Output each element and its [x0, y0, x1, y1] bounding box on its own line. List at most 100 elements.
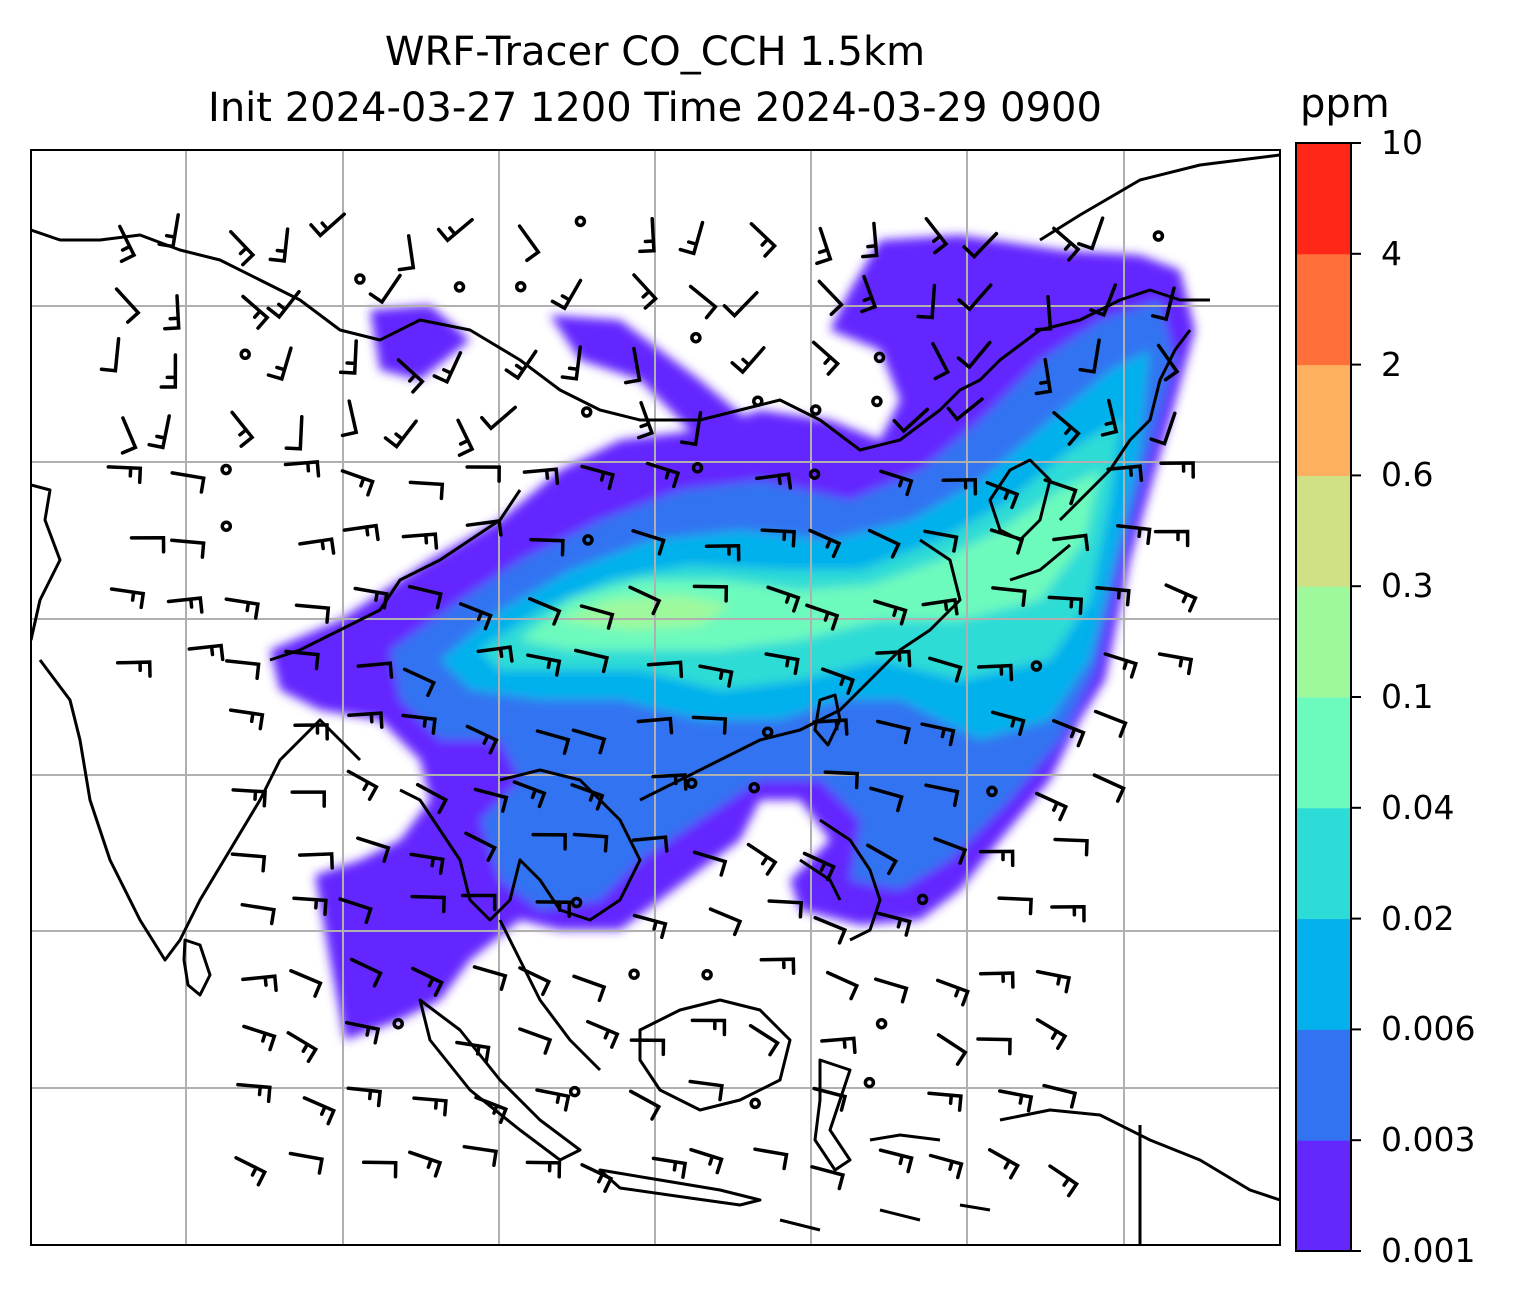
wind-barb — [877, 911, 912, 937]
wind-barb — [873, 977, 909, 1004]
wind-barb — [722, 290, 759, 319]
wind-barb — [987, 1148, 1020, 1180]
wind-barb — [708, 907, 743, 937]
wind-barb — [1100, 398, 1119, 437]
wind-barb — [356, 661, 394, 679]
wind-barb — [1095, 586, 1131, 607]
wind-barb — [476, 645, 514, 663]
wind-barb — [825, 970, 860, 1001]
wind-barb — [811, 340, 841, 376]
wind-barb — [109, 587, 146, 610]
wind-barb — [805, 603, 840, 631]
wind-calm-marker — [690, 331, 702, 344]
wind-barb — [288, 1151, 324, 1175]
wind-barb — [230, 410, 255, 448]
wind-barb — [115, 660, 152, 678]
wind-barb — [347, 711, 384, 729]
wind-barb — [645, 461, 681, 489]
wind-barb — [129, 536, 166, 554]
wind-barb — [931, 341, 951, 381]
wind-barb — [746, 842, 778, 876]
wind-barb — [875, 649, 912, 668]
wind-barb — [1078, 338, 1101, 374]
wind-barb — [266, 346, 293, 382]
wind-barb — [978, 971, 1015, 989]
wind-barb — [921, 597, 959, 616]
colorbar-tick-label: 10 — [1381, 123, 1423, 162]
wind-barb — [962, 231, 999, 260]
malay-peninsula — [498, 919, 602, 1072]
wind-barb — [1034, 357, 1053, 396]
wind-barb — [997, 896, 1033, 916]
wind-barb — [512, 780, 547, 809]
wind-barb — [586, 1019, 620, 1049]
wind-barb — [529, 537, 565, 557]
wind-barb — [1157, 652, 1194, 676]
wind-calm-marker — [875, 1017, 888, 1030]
wind-barb — [628, 585, 662, 616]
wind-calm-marker — [354, 273, 366, 285]
wind-barb — [1116, 524, 1152, 546]
new-guinea — [999, 1108, 1280, 1245]
wind-barb — [1156, 343, 1180, 382]
wind-barb — [120, 416, 138, 455]
wind-barb — [106, 465, 143, 485]
wind-barb — [229, 230, 256, 267]
wind-barb — [550, 278, 583, 311]
china-north-border — [31, 228, 1210, 452]
wind-barb — [815, 226, 833, 266]
wind-calm-marker — [863, 1076, 876, 1089]
wind-barb — [410, 894, 446, 914]
wind-barb — [632, 273, 659, 310]
wind-calm-marker — [1152, 230, 1165, 242]
wind-barb — [1034, 295, 1053, 332]
wind-barb — [535, 900, 572, 918]
wind-barb — [823, 770, 860, 790]
wind-barb — [631, 529, 666, 556]
wind-barb — [480, 405, 517, 431]
wind-barb — [572, 974, 607, 1003]
wind-barb — [646, 660, 684, 679]
wind-barb — [688, 1079, 724, 1102]
wind-barb — [1052, 533, 1090, 552]
wind-barb — [241, 294, 270, 330]
wind-barb — [361, 1160, 398, 1179]
wind-barb — [224, 597, 260, 620]
wind-barb — [1052, 226, 1081, 262]
colorbar-tick-label: 4 — [1381, 233, 1402, 273]
wind-barb — [560, 345, 583, 381]
wind-barb — [340, 399, 359, 438]
wind-barb — [753, 1147, 789, 1171]
wind-barb — [936, 1033, 968, 1066]
wind-barb — [638, 216, 656, 254]
wind-calm-marker — [568, 1085, 581, 1098]
wind-barb — [289, 969, 323, 998]
wind-calm-marker — [392, 1017, 404, 1030]
wind-barb — [1103, 652, 1138, 679]
wind-barb — [147, 414, 171, 450]
wind-barb — [572, 832, 609, 853]
wind-barb — [802, 851, 836, 882]
colorbar-segment — [1296, 253, 1351, 366]
wind-barb — [817, 279, 844, 317]
wind-barb — [266, 289, 301, 320]
wind-barb — [464, 831, 497, 862]
wind-barb — [869, 786, 904, 813]
colorbar-tick-label: 0.04 — [1381, 787, 1455, 827]
wind-barb — [157, 213, 180, 249]
map-frame — [30, 149, 1281, 1246]
wind-barb — [861, 221, 879, 259]
wind-barb — [698, 664, 734, 688]
colorbar-segment — [1296, 1140, 1351, 1252]
colorbar-tick-label: 0.001 — [1381, 1231, 1476, 1270]
wind-barb — [813, 916, 848, 945]
wind-barb — [268, 227, 290, 263]
wind-barb — [820, 667, 856, 695]
wind-barb — [892, 407, 930, 434]
wind-barb — [432, 351, 463, 385]
wind-barb — [991, 586, 1027, 607]
wind-barb — [531, 832, 567, 851]
wind-calm-marker — [749, 1097, 761, 1110]
wind-barb — [923, 529, 959, 553]
wind-calm-marker — [570, 896, 583, 909]
